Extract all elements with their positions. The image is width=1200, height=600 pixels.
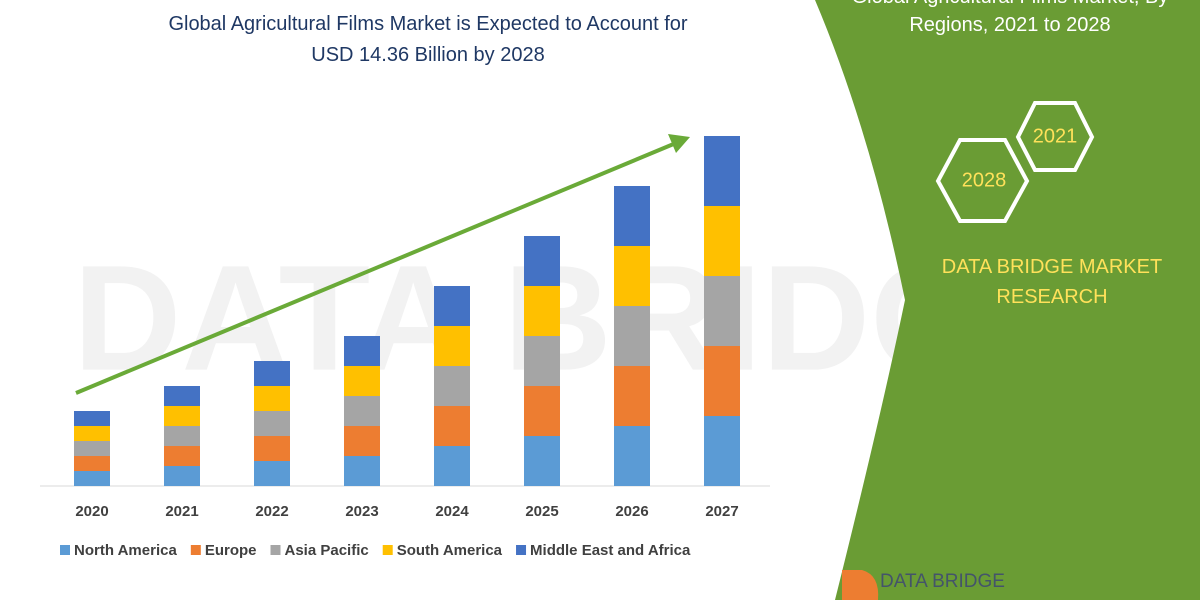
bar-segment <box>434 326 470 366</box>
legend-label: Asia Pacific <box>285 542 369 559</box>
bar-segment <box>74 441 110 456</box>
legend-swatch <box>382 545 393 555</box>
bar-segment <box>254 436 290 461</box>
x-tick-label: 2021 <box>165 503 198 520</box>
bar-segment <box>434 446 470 486</box>
bar-segment <box>344 396 380 426</box>
hexagon <box>1015 101 1095 172</box>
legend-label: North America <box>74 542 177 559</box>
legend-label: South America <box>397 542 503 559</box>
bar-segment <box>614 246 650 306</box>
legend-swatch <box>190 545 201 555</box>
bar-segment <box>704 416 740 486</box>
bars: 2020 2021 2022 2023 2024 2025 2026 2027 North Am… <box>60 136 740 559</box>
brand-line: DATA BRIDGE MARKET <box>942 256 1162 278</box>
x-tick-label: 2026 <box>615 503 648 520</box>
bar-segment <box>74 456 110 471</box>
bar-segment <box>254 411 290 436</box>
x-tick-label: 2027 <box>705 503 738 520</box>
bar-segment <box>164 446 200 466</box>
bar-segment <box>704 276 740 346</box>
bar-segment <box>704 206 740 276</box>
bar-segment <box>704 346 740 416</box>
x-tick-label: 2020 <box>75 503 108 520</box>
bar-segment <box>524 436 560 486</box>
bar-segment <box>704 136 740 206</box>
panel-title: Global Agricultural Films Market, By Regi… <box>852 0 1169 36</box>
bar-segment <box>344 366 380 396</box>
bar-segment <box>344 456 380 486</box>
chart-title-line: USD 14.36 Billion by 2028 <box>311 44 544 66</box>
logo-icon <box>842 570 879 600</box>
bar-segment <box>614 426 650 486</box>
bar-segment <box>524 336 560 386</box>
bar-segment <box>74 411 110 426</box>
legend-swatch <box>270 545 281 555</box>
chart-title-line: Global Agricultural Films Market is Expe… <box>168 13 687 35</box>
bar-segment <box>614 186 650 246</box>
bar-segment <box>524 286 560 336</box>
bar-segment <box>254 461 290 486</box>
brand-line: RESEARCH <box>996 286 1107 308</box>
bar-segment <box>164 466 200 486</box>
panel-title-line: Global Agricultural Films Market, By <box>852 0 1169 8</box>
hexagon <box>935 138 1030 223</box>
x-tick-label: 2023 <box>345 503 378 520</box>
bar-segment <box>74 426 110 441</box>
hexagon-label: 2028 <box>962 169 1007 191</box>
bar-segment <box>434 366 470 406</box>
legend-label: Europe <box>205 542 257 559</box>
bar-segment <box>74 471 110 486</box>
x-tick-label: 2024 <box>435 503 469 520</box>
chart-title: Global Agricultural Films Market is Expe… <box>168 13 687 66</box>
hexagon-label: 2021 <box>1033 125 1078 147</box>
trend-arrow-head <box>668 134 690 153</box>
bar-segment <box>614 306 650 366</box>
logo-text: DATA BRIDGE <box>880 571 1005 592</box>
panel-title-line: Regions, 2021 to 2028 <box>909 14 1110 36</box>
x-tick-label: 2025 <box>525 503 558 520</box>
trend-arrow <box>75 141 677 395</box>
bar-segment <box>434 286 470 326</box>
legend-swatch <box>60 545 70 555</box>
brand: DATA BRIDGE MARKET RESEARCH <box>942 256 1162 308</box>
bar-segment <box>524 386 560 436</box>
bar-segment <box>344 426 380 456</box>
bar-segment <box>434 406 470 446</box>
bar-segment <box>164 426 200 446</box>
legend-swatch <box>516 545 527 555</box>
x-tick-label: 2022 <box>255 503 288 520</box>
legend-label: Middle East and Africa <box>530 542 691 559</box>
bar-segment <box>524 236 560 286</box>
bar-segment <box>164 386 200 406</box>
bar-segment <box>344 336 380 366</box>
bar-segment <box>164 406 200 426</box>
bar-segment <box>614 366 650 426</box>
green-panel <box>815 0 1200 600</box>
bar-segment <box>254 361 290 386</box>
bar-segment <box>254 386 290 411</box>
